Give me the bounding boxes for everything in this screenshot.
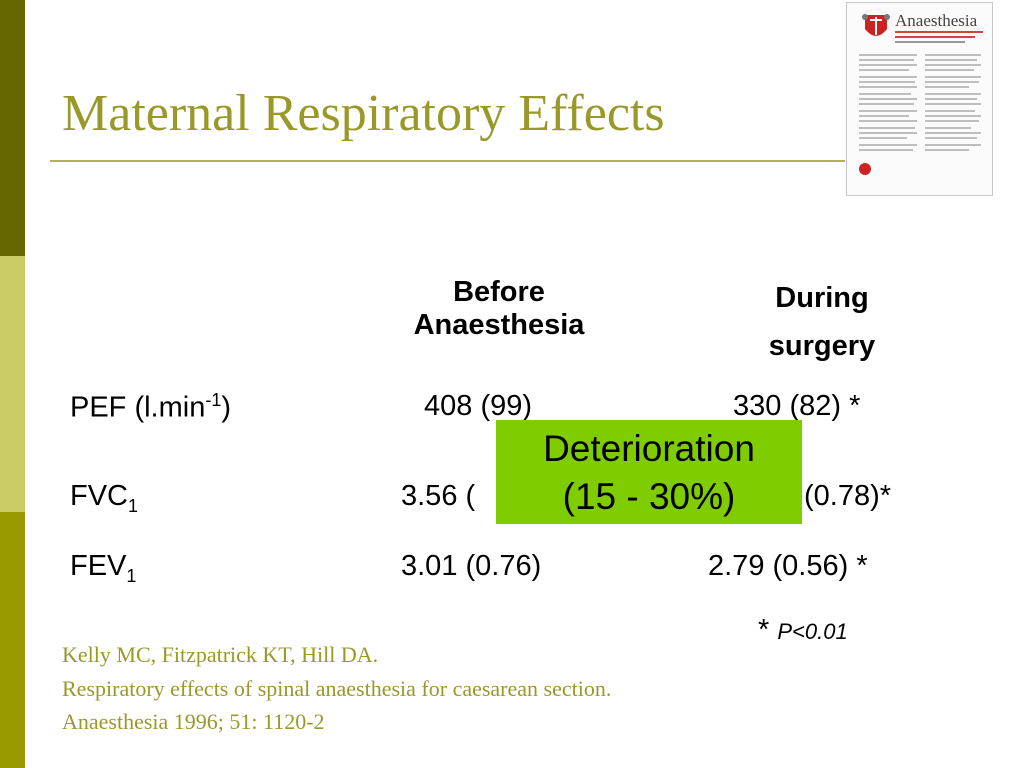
sidebar-bar-bottom	[0, 512, 25, 768]
callout-line2: (15 - 30%)	[562, 476, 736, 517]
cover-subtitle-line	[895, 31, 983, 33]
row-pef-before: 408 (99)	[424, 390, 533, 422]
sidebar-bar-top	[0, 0, 25, 256]
header-before: Before Anaesthesia	[383, 276, 615, 342]
title-underline	[50, 160, 845, 162]
reference-title: Respiratory effects of spinal anaesthesi…	[62, 676, 612, 701]
row-label-fvc: FVC1	[70, 480, 139, 516]
publisher-logo-icon	[859, 163, 871, 175]
row-fev-before: 3.01 (0.76)	[401, 550, 542, 582]
header-during-line2: surgery	[768, 330, 876, 362]
reference-authors: Kelly MC, Fitzpatrick KT, Hill DA.	[62, 642, 379, 667]
cover-subtitle-line	[895, 36, 975, 38]
cover-subtitle-line	[895, 41, 965, 43]
header-during-line1: During	[775, 282, 869, 314]
row-fev-during: 2.79 (0.56) *	[708, 550, 868, 582]
crest-icon	[862, 14, 890, 36]
row-fvc-before: 3.56 (	[401, 480, 476, 512]
significance-note: * P<0.01	[758, 614, 848, 646]
reference-journal: Anaesthesia 1996; 51: 1120-2	[62, 709, 325, 734]
slide-title: Maternal Respiratory Effects	[62, 85, 665, 142]
cover-text-lines	[859, 54, 981, 151]
journal-cover-thumbnail: Anaesthesia	[846, 2, 993, 196]
header-before-line1: Before	[453, 276, 545, 308]
row-fvc-during: (0.78)*	[804, 480, 892, 512]
sidebar-bar-middle	[0, 256, 25, 512]
row-label-pef: PEF (l.min-1)	[70, 390, 232, 424]
header-during: During surgery	[722, 274, 922, 370]
row-pef-during: 330 (82) *	[733, 390, 861, 422]
callout-line1: Deterioration	[543, 428, 755, 469]
row-label-fev: FEV1	[70, 550, 137, 586]
header-before-line2: Anaesthesia	[413, 309, 585, 341]
journal-name: Anaesthesia	[895, 11, 978, 30]
sidebar-bars	[0, 0, 25, 768]
deterioration-callout: Deterioration (15 - 30%)	[496, 420, 802, 524]
